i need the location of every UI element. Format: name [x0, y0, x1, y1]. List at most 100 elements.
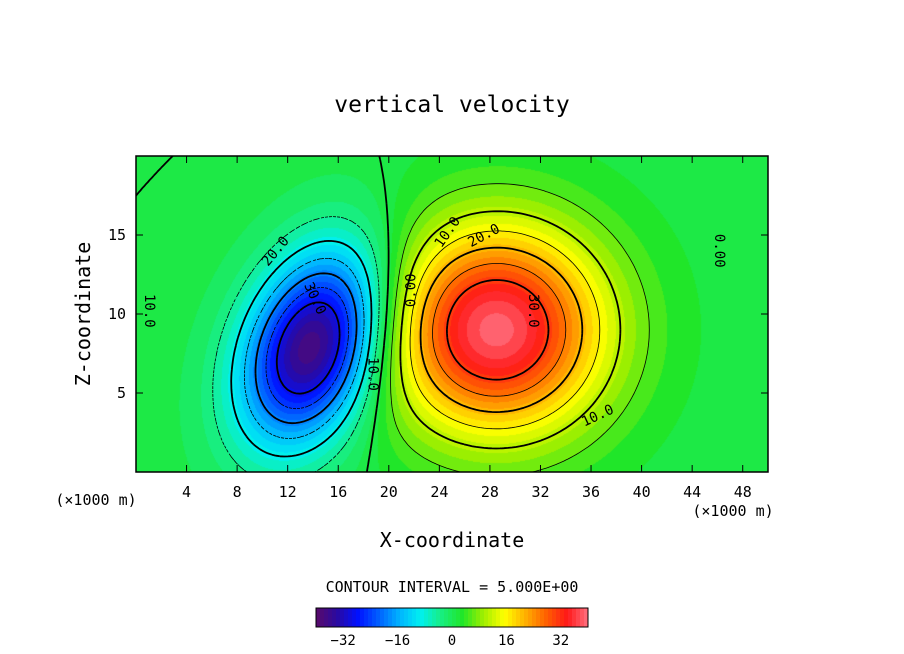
- colorbar-cell: [476, 608, 481, 627]
- colorbar-cell: [404, 608, 409, 627]
- colorbar-cell: [516, 608, 521, 627]
- colorbar-cell: [372, 608, 377, 627]
- colorbar-cell: [532, 608, 537, 627]
- colorbar-cell: [544, 608, 549, 627]
- contour-level-line: [419, 246, 584, 413]
- colorbar-cell: [348, 608, 353, 627]
- contour-level-line: [399, 210, 622, 450]
- contour-level-line: [390, 183, 650, 472]
- contour-level-line: [244, 258, 365, 439]
- colorbar-cell: [568, 608, 573, 627]
- x-unit-label-left: (×1000 m): [55, 491, 136, 509]
- colorbar-cell: [420, 608, 425, 627]
- contour-level-line: [212, 216, 380, 472]
- colorbar-cell: [368, 608, 373, 627]
- colorbar-cell: [524, 608, 529, 627]
- colorbar-cell: [344, 608, 349, 627]
- contour-label: 10.0: [141, 294, 157, 328]
- x-tick-label: 16: [329, 483, 347, 501]
- colorbar-cell: [456, 608, 461, 627]
- colorbar-cell: [468, 608, 473, 627]
- colorbar-cell: [328, 608, 333, 627]
- contour-label: 10.0: [365, 357, 381, 391]
- chart-title: vertical velocity: [334, 92, 569, 118]
- contour-level-line: [446, 279, 550, 381]
- colorbar-cell: [432, 608, 437, 627]
- colorbar-cell: [316, 608, 321, 627]
- x-tick-label: 4: [182, 483, 191, 501]
- colorbar-tick-label: 16: [498, 633, 515, 649]
- colorbar-cell: [392, 608, 397, 627]
- x-tick-label: 36: [582, 483, 600, 501]
- colorbar-cell: [492, 608, 497, 627]
- colorbar-cell: [536, 608, 541, 627]
- x-axis-label: X-coordinate: [380, 528, 525, 552]
- colorbar-cell: [460, 608, 465, 627]
- colorbar-cell: [380, 608, 385, 627]
- colorbar-cell: [424, 608, 429, 627]
- contour-level-line: [275, 301, 341, 395]
- colorbar-cells: [316, 608, 589, 627]
- x-tick-label: 24: [430, 483, 448, 501]
- colorbar-cell: [376, 608, 381, 627]
- colorbar-cell: [412, 608, 417, 627]
- colorbar-cell: [520, 608, 525, 627]
- x-tick-label: 32: [531, 483, 549, 501]
- colorbar-cell: [508, 608, 513, 627]
- colorbar-cell: [472, 608, 477, 627]
- colorbar-cell: [496, 608, 501, 627]
- contour-lines: [136, 156, 650, 472]
- colorbar: −32 −16 0 16 32: [315, 607, 589, 649]
- colorbar-cell: [564, 608, 569, 627]
- axis-ticks: [136, 156, 768, 472]
- colorbar-cell: [584, 608, 589, 627]
- y-tick-label: 10: [108, 305, 126, 323]
- colorbar-cell: [580, 608, 585, 627]
- colorbar-cell: [512, 608, 517, 627]
- colorbar-tick-label: 32: [552, 633, 569, 649]
- colorbar-cell: [388, 608, 393, 627]
- y-tick-label: 5: [117, 384, 126, 402]
- colorbar-cell: [504, 608, 509, 627]
- colorbar-cell: [528, 608, 533, 627]
- colorbar-cell: [548, 608, 553, 627]
- colorbar-cell: [408, 608, 413, 627]
- contour-level-line: [254, 272, 358, 425]
- colorbar-cell: [440, 608, 445, 627]
- colorbar-cell: [396, 608, 401, 627]
- colorbar-cell: [364, 608, 369, 627]
- colorbar-cell: [356, 608, 361, 627]
- colorbar-cell: [332, 608, 337, 627]
- colorbar-cell: [436, 608, 441, 627]
- contour-label: 0.00: [711, 234, 727, 268]
- contour-level-line: [265, 287, 349, 410]
- contour-label: 30.0: [525, 294, 541, 328]
- colorbar-cell: [400, 608, 405, 627]
- contour-label: 0.00: [403, 273, 419, 307]
- contour-level-line: [409, 230, 601, 430]
- colorbar-cell: [488, 608, 493, 627]
- x-tick-label: 40: [633, 483, 651, 501]
- colorbar-cell: [444, 608, 449, 627]
- colorbar-cell: [336, 608, 341, 627]
- y-tick-labels: 5 10 15: [108, 226, 126, 402]
- colorbar-cell: [352, 608, 357, 627]
- colorbar-cell: [500, 608, 505, 627]
- colorbar-tick-labels: −32 −16 0 16 32: [331, 633, 570, 649]
- colorbar-frame: [315, 607, 589, 628]
- y-axis-label: Z-coordinate: [71, 242, 95, 387]
- colorbar-cell: [480, 608, 485, 627]
- colorbar-cell: [416, 608, 421, 627]
- colorbar-cell: [552, 608, 557, 627]
- x-tick-label: 12: [279, 483, 297, 501]
- colorbar-cell: [576, 608, 581, 627]
- colorbar-tick-label: 0: [448, 633, 456, 649]
- x-tick-label: 48: [734, 483, 752, 501]
- x-unit-label-right: (×1000 m): [692, 502, 773, 520]
- x-tick-label: 44: [683, 483, 701, 501]
- colorbar-cell: [324, 608, 329, 627]
- velocity-field: [136, 156, 768, 472]
- colorbar-cell: [320, 608, 325, 627]
